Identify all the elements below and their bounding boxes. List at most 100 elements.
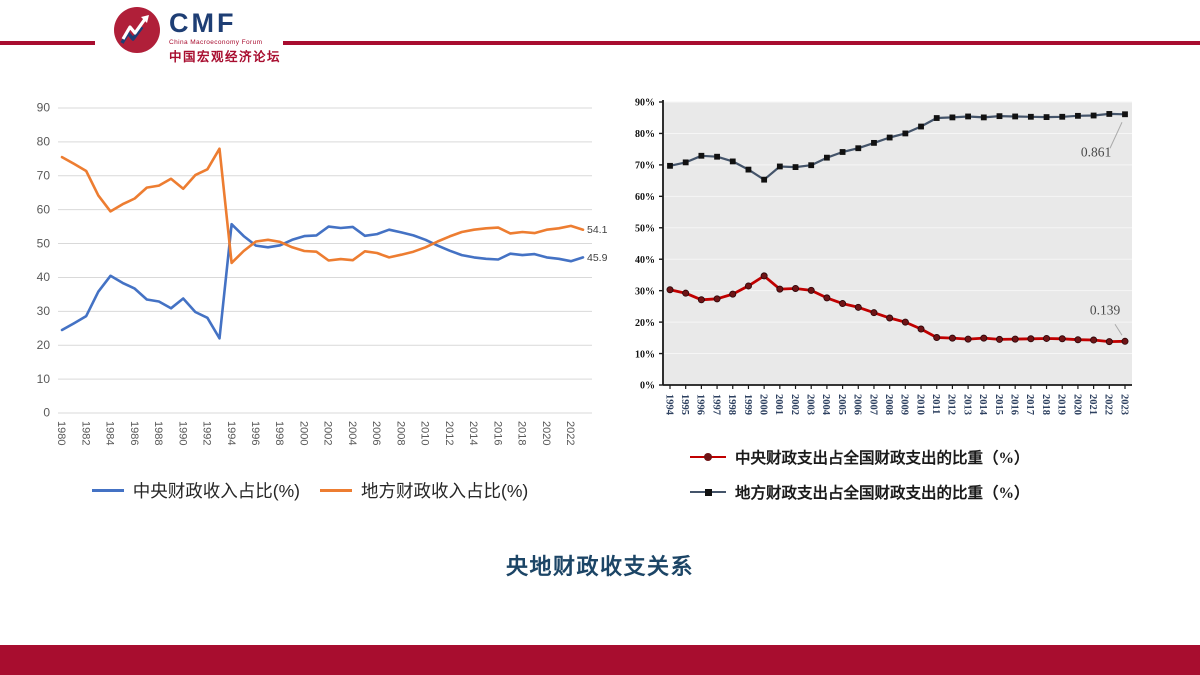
svg-text:60: 60 (37, 202, 51, 216)
svg-text:1992: 1992 (201, 421, 213, 445)
svg-text:80: 80 (37, 135, 51, 149)
svg-text:2016: 2016 (1008, 394, 1019, 415)
svg-text:1998: 1998 (726, 394, 737, 415)
svg-text:2000: 2000 (757, 394, 768, 415)
line-chart-circle-icon (113, 6, 161, 54)
svg-text:2008: 2008 (394, 421, 406, 445)
svg-text:0.861: 0.861 (1081, 144, 1111, 159)
svg-text:2018: 2018 (1040, 394, 1051, 415)
svg-text:10%: 10% (635, 349, 655, 360)
svg-text:54.1: 54.1 (587, 224, 608, 236)
revenue-chart-legend: 中央财政收入占比(%) 地方财政收入占比(%) (20, 478, 600, 503)
revenue-share-chart: 0 10 20 30 40 50 60 70 80 90 1980 1982 1984 1986 1988 1… (37, 101, 608, 446)
svg-text:2006: 2006 (370, 421, 382, 445)
svg-text:0.139: 0.139 (1090, 302, 1121, 317)
svg-text:1996: 1996 (249, 421, 261, 445)
svg-text:2020: 2020 (1071, 394, 1082, 415)
svg-text:20: 20 (37, 338, 51, 352)
svg-text:30: 30 (37, 304, 51, 318)
svg-text:0%: 0% (640, 381, 655, 392)
svg-text:2003: 2003 (805, 394, 816, 415)
svg-text:1994: 1994 (663, 394, 674, 416)
svg-text:2005: 2005 (836, 394, 847, 415)
svg-text:2012: 2012 (443, 421, 455, 445)
svg-text:2002: 2002 (789, 394, 800, 415)
revenue-share-chart-container: 0 10 20 30 40 50 60 70 80 90 1980 1982 1984 1986 1988 1… (8, 95, 608, 515)
svg-text:50: 50 (37, 236, 51, 250)
svg-text:60%: 60% (635, 192, 655, 203)
legend-label: 中央财政收入占比(%) (132, 481, 300, 501)
svg-text:2019: 2019 (1056, 394, 1067, 415)
svg-text:2022: 2022 (564, 421, 576, 445)
legend-swatch-line (320, 488, 352, 493)
legend-item: 地方财政收入占比(%) (320, 478, 528, 503)
svg-text:2010: 2010 (419, 421, 431, 445)
page-title: 央地财政收支关系 (505, 554, 694, 579)
legend-item: 地方财政支出占全国财政支出的比重（%） (690, 481, 1030, 503)
legend-item: 中央财政收入占比(%) (91, 478, 300, 503)
svg-text:1998: 1998 (273, 421, 285, 445)
svg-text:2002: 2002 (322, 421, 334, 445)
svg-text:1982: 1982 (79, 421, 91, 445)
svg-text:2009: 2009 (899, 394, 910, 415)
svg-text:10: 10 (37, 372, 51, 386)
svg-text:2022: 2022 (1103, 394, 1114, 415)
svg-text:2020: 2020 (540, 421, 552, 445)
svg-text:90: 90 (37, 101, 51, 115)
svg-text:2006: 2006 (852, 394, 863, 415)
svg-text:2010: 2010 (914, 394, 925, 415)
svg-text:2015: 2015 (993, 394, 1004, 415)
svg-text:2017: 2017 (1024, 394, 1035, 415)
legend-swatch-line (91, 488, 124, 493)
svg-text:2016: 2016 (491, 421, 503, 445)
svg-text:1994: 1994 (225, 421, 237, 445)
expenditure-share-chart-container: 0% 10% 20% 30% 40% 50% 60% 70% 80% 90% 1994 1995 199… (608, 88, 1164, 508)
svg-text:50%: 50% (635, 223, 655, 234)
svg-text:1986: 1986 (128, 421, 140, 445)
footer-bar (0, 645, 1200, 675)
logo-subtitle-cn: 中国宏观经济论坛 (169, 49, 282, 64)
legend-swatch-circle (690, 453, 726, 462)
svg-text:2014: 2014 (467, 421, 479, 445)
svg-text:1996: 1996 (695, 394, 706, 415)
svg-text:70: 70 (37, 168, 51, 182)
svg-text:2001: 2001 (773, 394, 784, 415)
svg-text:2012: 2012 (946, 394, 957, 415)
logo-acronym: CMF (169, 8, 237, 38)
legend-item: 中央财政支出占全国财政支出的比重（%） (690, 446, 1030, 468)
svg-text:1995: 1995 (679, 394, 690, 415)
cmf-logo: CMF China Macroeconomy Forum 中国宏观经济论坛 (113, 6, 281, 63)
header-rule-right (283, 41, 1200, 45)
svg-text:90%: 90% (635, 98, 655, 109)
svg-text:2007: 2007 (867, 394, 878, 415)
svg-text:2021: 2021 (1087, 394, 1098, 415)
svg-text:1999: 1999 (742, 394, 753, 415)
svg-text:1997: 1997 (710, 394, 721, 415)
svg-text:40%: 40% (635, 255, 655, 266)
svg-text:45.9: 45.9 (587, 252, 608, 264)
legend-label: 地方财政支出占全国财政支出的比重（%） (735, 485, 1030, 502)
svg-text:40: 40 (37, 270, 51, 284)
svg-text:2014: 2014 (977, 394, 988, 416)
expenditure-chart-legend: 中央财政支出占全国财政支出的比重（%） 地方财政支出占全国财政支出的比重（%） (690, 446, 1030, 503)
svg-text:2004: 2004 (820, 394, 831, 416)
svg-text:80%: 80% (635, 129, 655, 140)
svg-text:2023: 2023 (1118, 394, 1129, 415)
expenditure-share-chart: 0% 10% 20% 30% 40% 50% 60% 70% 80% 90% 1994 1995 199… (635, 98, 1132, 416)
legend-swatch-square (690, 488, 726, 497)
svg-text:1984: 1984 (104, 421, 116, 445)
legend-label: 地方财政收入占比(%) (361, 481, 529, 501)
svg-text:0: 0 (43, 406, 50, 420)
svg-text:2008: 2008 (883, 394, 894, 415)
legend-label: 中央财政支出占全国财政支出的比重（%） (735, 450, 1030, 467)
svg-text:2000: 2000 (297, 421, 309, 445)
header-rule-left (0, 41, 95, 45)
svg-text:20%: 20% (635, 318, 655, 329)
svg-text:2013: 2013 (961, 394, 972, 415)
svg-text:1988: 1988 (152, 421, 164, 445)
logo-subtitle-en: China Macroeconomy Forum (169, 39, 263, 46)
svg-text:2011: 2011 (930, 394, 941, 414)
svg-text:70%: 70% (635, 161, 655, 172)
svg-text:1990: 1990 (176, 421, 188, 445)
svg-text:2018: 2018 (516, 421, 528, 445)
